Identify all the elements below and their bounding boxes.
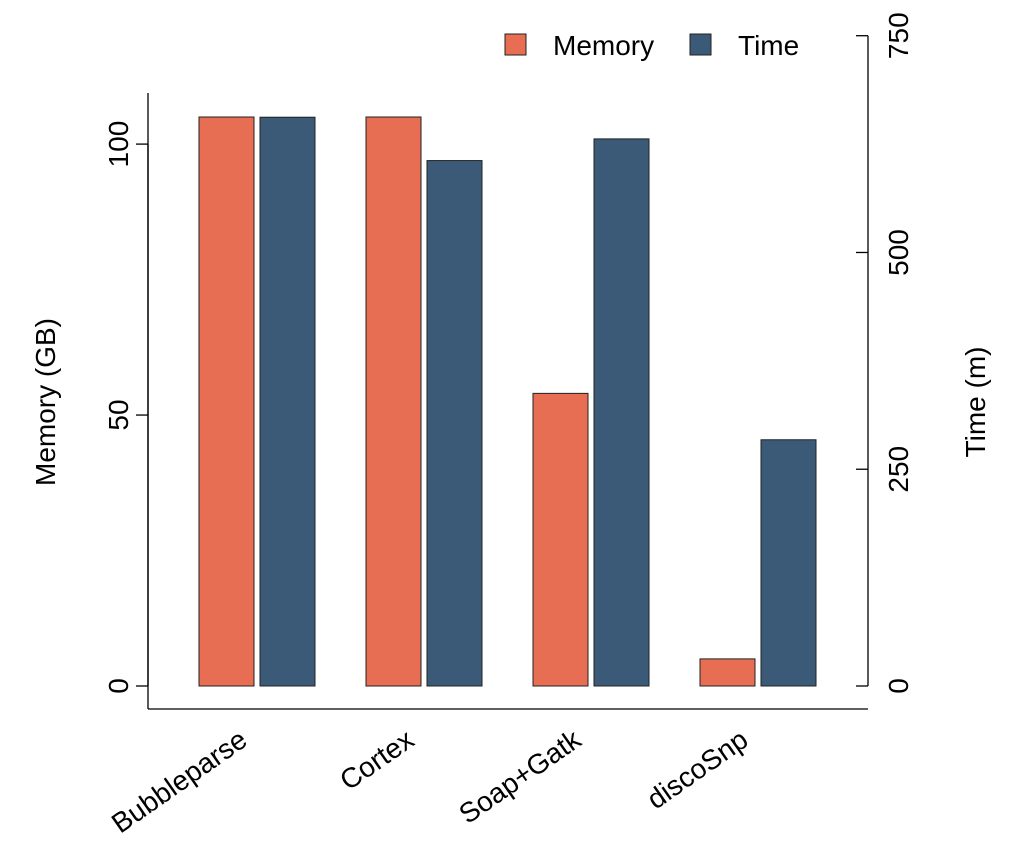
left-tick-label: 0 <box>103 678 134 694</box>
bar-memory-soap-gatk <box>532 392 589 687</box>
x-tick-label: Bubbleparse <box>106 724 253 840</box>
right-tick-label: 750 <box>883 12 914 59</box>
right-tick-label: 500 <box>883 229 914 276</box>
bar-time-cortex <box>426 160 483 687</box>
y-axis-right-label: Time (m) <box>960 347 991 458</box>
right-tick-label: 0 <box>883 678 914 694</box>
x-axis-labels: Bubbleparse Cortex Soap+Gatk discoSnp <box>106 723 754 839</box>
bar-time-discosnp <box>760 439 817 687</box>
plot-area <box>147 93 868 710</box>
y-axis-left-label: Memory (GB) <box>30 318 61 486</box>
bar-time-bubbleparse <box>259 116 316 687</box>
legend-swatch-time <box>689 33 712 56</box>
legend: Memory Time <box>504 30 799 61</box>
right-tick-label: 250 <box>883 446 914 493</box>
bar-memory-cortex <box>365 116 422 687</box>
legend-label-memory: Memory <box>553 30 654 61</box>
bars-group <box>198 116 817 687</box>
bar-memory-bubbleparse <box>198 116 255 687</box>
bar-memory-discosnp <box>699 658 756 687</box>
x-tick-label: Soap+Gatk <box>453 723 587 830</box>
legend-swatch-memory <box>504 33 527 56</box>
left-tick-label: 100 <box>103 121 134 168</box>
left-y-axis: 0 50 100 <box>103 121 149 694</box>
legend-label-time: Time <box>738 30 799 61</box>
x-tick-label: discoSnp <box>641 724 753 815</box>
x-tick-label: Cortex <box>334 724 419 797</box>
left-tick-label: 50 <box>103 399 134 430</box>
right-y-axis: 0 250 500 750 <box>856 12 914 694</box>
bar-time-soap-gatk <box>593 138 650 687</box>
